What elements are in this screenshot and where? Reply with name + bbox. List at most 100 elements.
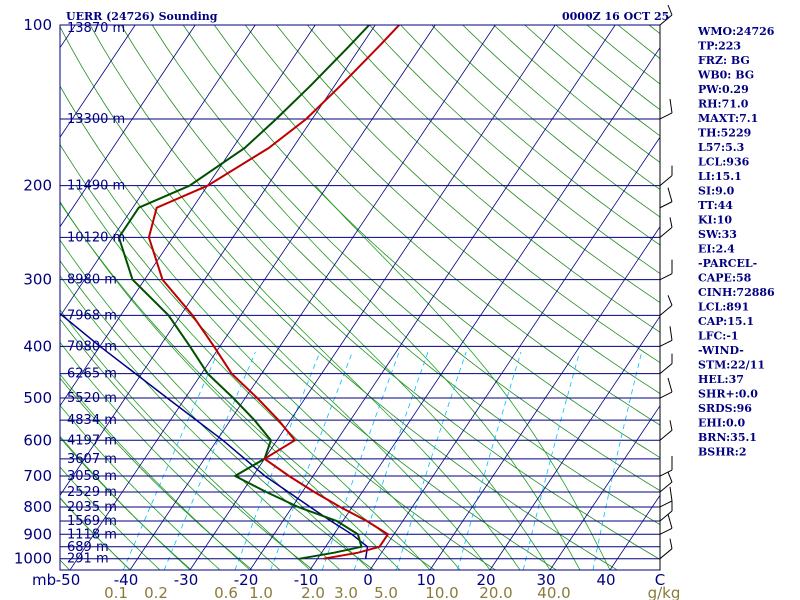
mixing-ratio-line [353, 351, 429, 570]
moist-adiabat-line [60, 497, 131, 570]
height-label: 5520 m [67, 391, 117, 406]
isotherm-line [69, 25, 436, 570]
wind-barb-flag [667, 514, 673, 529]
mixing-ratio-tick-label: 0.1 [104, 584, 128, 600]
temperature-tick-label: 20 [476, 571, 495, 589]
mixing-ratio-tick-label: g/kg [648, 584, 681, 600]
wind-barb-flag [669, 98, 673, 114]
temperature-tick-label: -40 [114, 571, 139, 589]
wind-barb-flag [667, 187, 673, 202]
wind-barb-flag [669, 486, 673, 502]
mixing-ratio-line [457, 351, 522, 570]
mixing-ratio-tick-label: 5.0 [374, 584, 398, 600]
height-label: 2529 m [67, 485, 117, 500]
dry-adiabat-line [151, 25, 660, 492]
mixing-ratio-line [592, 351, 643, 570]
moist-adiabat-line [213, 185, 551, 570]
mixing-ratio-tick-label: 40.0 [537, 584, 570, 600]
isotherm-line [60, 25, 256, 318]
isobar-lines [60, 24, 660, 560]
isotherm-line [249, 25, 616, 570]
wind-barb [659, 429, 673, 441]
index-line: HEL:37 [698, 373, 744, 386]
moist-adiabat-line [60, 200, 401, 570]
dry-adiabat-line [60, 260, 375, 570]
dry-adiabat-line [213, 25, 660, 426]
dry-adiabat-line [60, 85, 557, 570]
wind-barb-flag [667, 377, 673, 393]
mixing-ratio-line [270, 351, 353, 570]
wind-barb [659, 548, 673, 560]
height-label: 10120 m [67, 230, 125, 245]
index-line: BSHR:2 [698, 446, 747, 459]
temperature-line [147, 25, 400, 560]
dry-adiabat-line [244, 25, 660, 395]
index-line: SRDS:96 [698, 402, 752, 415]
wind-barbs [659, 4, 673, 570]
dewpoint-line [117, 25, 370, 560]
temperature-tick-label: 30 [536, 571, 555, 589]
wind-barb [659, 339, 673, 347]
index-line: LI:15.1 [698, 170, 742, 183]
mixing-ratio-line [396, 351, 467, 570]
mixing-ratio-tick-label: 2.0 [301, 584, 325, 600]
dry-adiabat-line [276, 25, 660, 364]
index-line: FRZ: BG [698, 54, 750, 67]
isotherm-line [60, 25, 196, 228]
isotherm-line [60, 25, 316, 407]
sounding-profiles [60, 25, 400, 560]
index-line: LCL:936 [698, 156, 750, 169]
pressure-tick-label: 400 [23, 337, 52, 355]
isotherm-line [0, 25, 15, 570]
isotherm-line [60, 25, 136, 138]
chart-title: UERR (24726) Sounding [66, 10, 218, 23]
wind-barb-flag [669, 326, 673, 341]
index-line: TP:223 [698, 40, 741, 53]
index-line: CAPE:58 [698, 272, 752, 285]
moist-adiabat-line [60, 341, 281, 570]
wind-barb [659, 481, 673, 493]
isotherm-line [549, 405, 660, 570]
index-line: WB0: BG [697, 69, 754, 82]
index-line: RH:71.0 [698, 98, 749, 111]
height-label: 13300 m [67, 112, 125, 127]
isotherm-line [489, 315, 660, 570]
index-line: CAP:15.1 [698, 315, 754, 328]
wind-barb [659, 201, 673, 209]
index-line: LFC:-1 [698, 330, 739, 343]
pressure-tick-label: 1000 [14, 550, 52, 568]
index-line: -PARCEL- [698, 257, 757, 270]
height-label: 6265 m [67, 367, 117, 382]
mixing-ratio-tick-label: 3.0 [334, 584, 358, 600]
pressure-tick-label: 100 [23, 16, 52, 34]
height-label: 3058 m [67, 469, 117, 484]
wind-barb [659, 391, 673, 399]
height-label: 7968 m [67, 308, 117, 323]
wind-barb [659, 226, 673, 238]
moist-adiabat-line [104, 185, 461, 570]
index-line: SW:33 [698, 228, 737, 241]
wind-barb-flag [669, 420, 673, 431]
temperature-tick-label: C [655, 571, 665, 589]
moist-adiabat-line [172, 185, 521, 570]
pressure-unit: mb [32, 571, 56, 589]
height-label: 8980 m [67, 273, 117, 288]
isotherm-line [60, 25, 76, 49]
height-label: 4834 m [67, 413, 117, 428]
wind-barb [659, 304, 673, 316]
temperature-tick-label: 0 [363, 571, 373, 589]
dry-adiabat-line [307, 25, 660, 333]
pressure-tick-label: 200 [23, 177, 52, 195]
isotherm-line [129, 25, 496, 570]
moist-adiabat-line [315, 185, 611, 570]
index-line: WMO:24726 [697, 25, 775, 38]
dry-adiabat-line [338, 25, 660, 304]
wind-barb [659, 175, 673, 187]
mixing-ratio-tick-label: 0.6 [214, 584, 238, 600]
mixing-ratio-tick-label: 20.0 [479, 584, 512, 600]
index-line: STM:22/11 [698, 359, 765, 372]
index-line: EI:2.4 [698, 243, 735, 256]
index-line: PW:0.29 [698, 83, 749, 96]
